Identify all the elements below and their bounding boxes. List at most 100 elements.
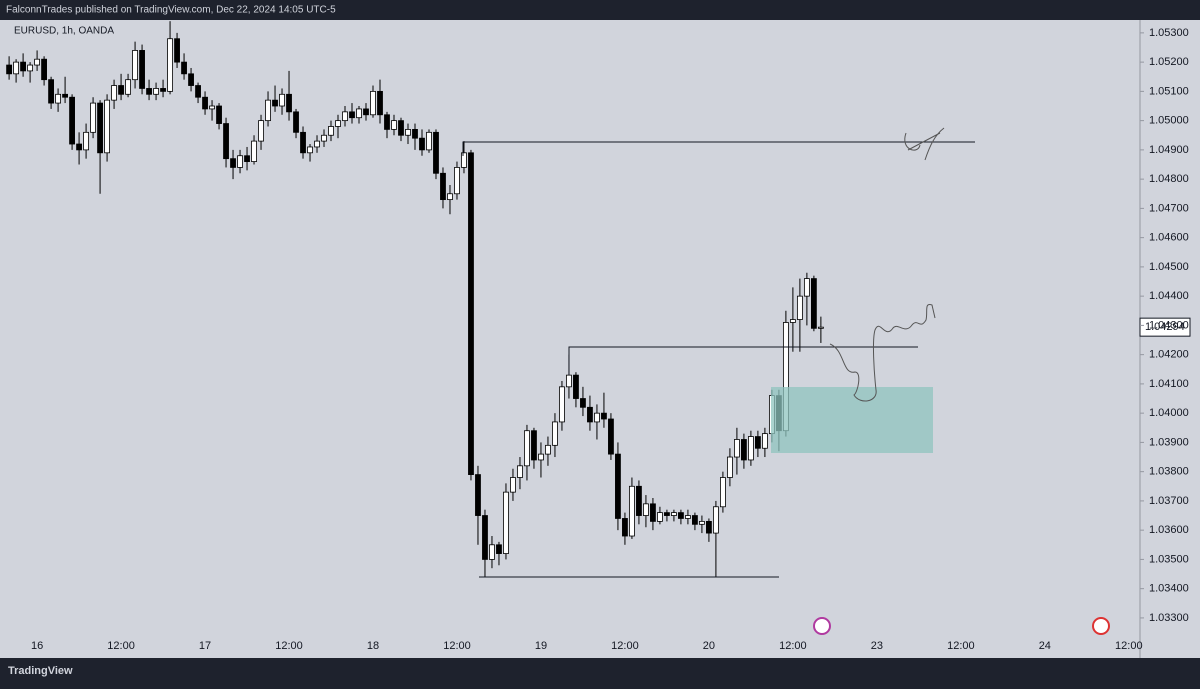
x-tick-label: 12:00 [443,640,471,652]
candle-body [482,515,488,560]
candle-body [62,93,68,98]
candle-body [629,485,635,537]
candle-body [342,111,348,122]
last-price-bg [1139,317,1191,337]
candle-body [69,96,75,145]
level-line [568,346,918,375]
candle-body [363,108,369,116]
candle-body [335,120,341,127]
candle-body [90,102,96,133]
candle-body [349,111,355,119]
brand: TradingView [8,665,73,677]
candle-body [580,398,586,408]
candle-body [601,412,607,420]
candle-body [97,102,103,154]
candle-body [118,85,124,95]
x-tick-label: 20 [703,640,715,652]
candle-body [398,120,404,136]
candle-body [125,79,131,95]
candle-body [496,544,502,554]
candle-body [300,131,306,154]
y-tick-label: 1.04800 [1149,173,1189,185]
candle-body [643,503,649,516]
candle-body [524,430,530,467]
candle-body [734,439,740,458]
candle-body [216,105,222,124]
candle-body [20,61,26,72]
y-tick-label: 1.04400 [1149,290,1189,302]
x-tick-label: 12:00 [611,640,639,652]
y-tick-label: 1.05200 [1149,56,1189,68]
candle-body [356,108,362,119]
y-tick-label: 1.03600 [1149,524,1189,536]
candle-body [153,88,159,95]
candle-body [272,99,278,107]
candle-body [531,430,537,461]
x-tick-label: 12:00 [947,640,975,652]
header: FalconnTrades published on TradingView.c… [6,5,336,16]
candle-body [678,512,684,519]
candle-body [41,58,47,81]
candle-body [83,131,89,151]
candle-body [384,114,390,130]
candle-body [720,477,726,508]
candle-body [761,433,768,449]
candle-body [76,143,82,151]
candle-body [566,374,572,388]
candle-body [573,374,579,399]
candle-body [230,158,236,168]
x-tick-label: 12:00 [779,640,807,652]
candle-body [48,79,54,104]
candle-body [27,64,33,72]
last-price-label: 1.04294 [1145,321,1185,333]
candle-body [209,105,215,110]
candle-body [412,129,418,139]
candle-body [104,99,110,154]
candle-body [789,319,796,323]
candle-body [748,436,754,461]
candle-body [713,506,719,534]
candle-body [265,99,271,122]
candle-body [692,515,698,525]
level-line [462,141,975,156]
projection-path [829,303,936,402]
y-tick-label: 1.05000 [1149,115,1189,127]
y-tick-label: 1.03700 [1149,495,1189,507]
candle-body [545,444,551,455]
candle-body [657,512,663,522]
x-tick-label: 24 [1039,640,1051,652]
candle-body [181,61,187,75]
candle-body [377,90,383,116]
candle-body [755,436,761,449]
candle-body [160,88,166,92]
candle-body [174,38,180,63]
candle-body [671,512,677,516]
candle-body [328,126,334,136]
candle-body [223,123,229,160]
candle-body [475,474,481,516]
y-tick-label: 1.04900 [1149,144,1189,156]
candle-body [13,61,19,75]
y-tick-label: 1.03800 [1149,466,1189,478]
candle-body [55,93,61,104]
candle-body [426,131,432,151]
y-tick-label: 1.03500 [1149,553,1189,565]
scribble [904,127,945,161]
event-icon[interactable] [813,617,831,635]
y-tick-label: 1.04200 [1149,349,1189,361]
candle-body [664,512,670,516]
y-tick-label: 1.03300 [1149,612,1189,624]
candle-body [405,129,411,136]
candle-body [433,131,439,174]
candle-body [622,518,628,537]
candle-body [237,155,243,168]
candles [6,21,824,577]
y-tick-label: 1.04100 [1149,378,1189,390]
y-tick-label: 1.03900 [1149,436,1189,448]
candle-body [419,137,425,151]
chart-title: EURUSD, 1h, OANDA [14,26,114,37]
candle-body [615,453,621,519]
flag-icon[interactable] [1092,617,1110,635]
